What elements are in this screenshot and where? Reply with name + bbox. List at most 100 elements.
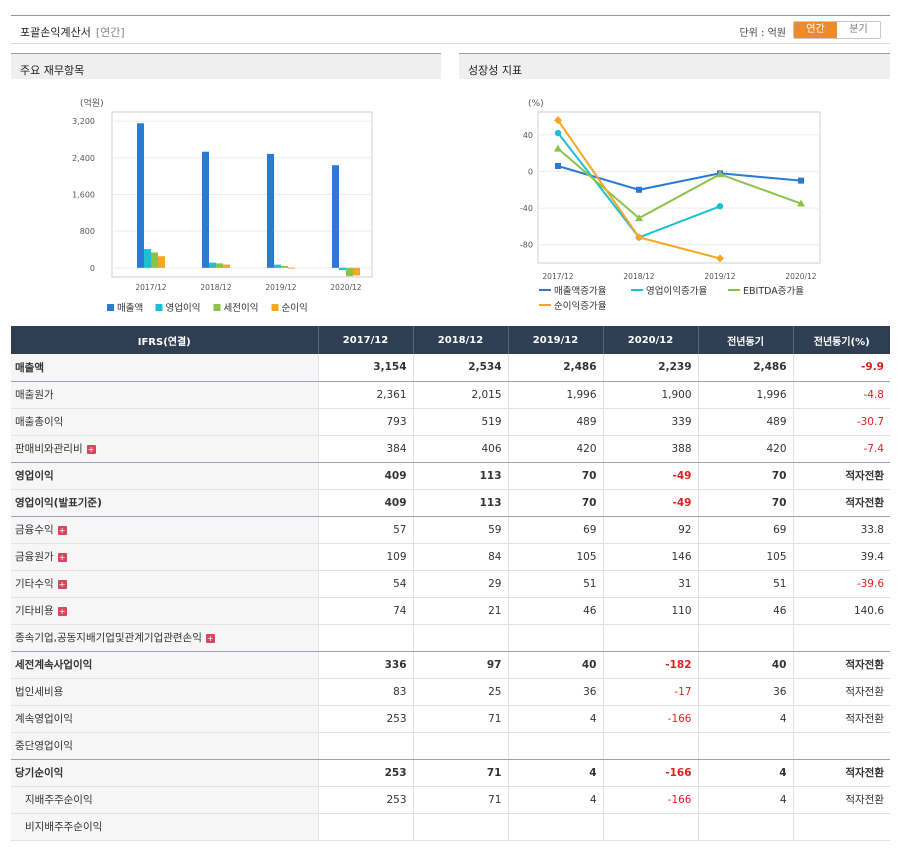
row-label: 법인세비용 bbox=[11, 678, 319, 706]
header-ifrs: IFRS(연결) bbox=[11, 326, 319, 354]
row-value: -166 bbox=[603, 759, 699, 787]
row-value bbox=[793, 624, 890, 652]
row-value: 409 bbox=[318, 462, 414, 490]
row-label-text: 기타수익 bbox=[15, 578, 54, 590]
row-value: 105 bbox=[698, 543, 794, 571]
table-row: 중단영업이익 bbox=[11, 732, 890, 760]
row-value: 69 bbox=[508, 516, 604, 544]
bar-legend-swatch bbox=[155, 304, 163, 311]
row-label: 금융원가 + bbox=[11, 543, 319, 571]
table-row: 금융원가 +109 84 105 146 105 39.4 bbox=[11, 543, 890, 571]
line-xtick-label: 2020/12 bbox=[785, 272, 816, 281]
row-value: 57 bbox=[318, 516, 414, 544]
bar-세전이익 bbox=[216, 263, 223, 268]
line-legend-label: 매출액증가율 bbox=[554, 285, 607, 297]
row-label: 매출총이익 bbox=[11, 408, 319, 436]
statement-title: 포괄손익계산서 [연간] bbox=[20, 24, 125, 40]
row-value: 36 bbox=[698, 678, 794, 706]
row-label: 종속기업,공동지배기업및관계기업관련손익 + bbox=[11, 624, 319, 652]
row-value: 적자전환 bbox=[793, 705, 890, 733]
row-label-text: 계속영업이익 bbox=[15, 713, 73, 725]
row-value: 1,996 bbox=[698, 381, 794, 409]
row-value bbox=[508, 813, 604, 841]
annual-tab[interactable]: 연간 bbox=[794, 22, 837, 38]
bar-legend-label: 영업이익 bbox=[166, 302, 201, 314]
row-label-text: 세전계속사업이익 bbox=[15, 659, 93, 671]
row-value: 적자전환 bbox=[793, 759, 890, 787]
row-value: 253 bbox=[318, 786, 414, 814]
row-label: 비지배주주순이익 bbox=[11, 813, 319, 841]
row-label-text: 당기순이익 bbox=[15, 767, 64, 779]
row-value: 489 bbox=[508, 408, 604, 436]
row-value: 1,900 bbox=[603, 381, 699, 409]
row-value: 4 bbox=[508, 786, 604, 814]
row-label-text: 지배주주순이익 bbox=[25, 794, 93, 806]
line-xtick-label: 2019/12 bbox=[704, 272, 735, 281]
row-value: 384 bbox=[318, 435, 414, 463]
row-value: 71 bbox=[413, 759, 509, 787]
row-value: 3,154 bbox=[318, 354, 414, 382]
row-value: -49 bbox=[603, 489, 699, 517]
row-value: 74 bbox=[318, 597, 414, 625]
row-value: 21 bbox=[413, 597, 509, 625]
point-순이익증가율 bbox=[716, 254, 724, 263]
growth-title: 성장성 지표 bbox=[459, 53, 890, 79]
row-value: -4.8 bbox=[793, 381, 890, 409]
expand-icon[interactable]: + bbox=[57, 606, 67, 616]
row-label: 영업이익 bbox=[11, 462, 319, 490]
row-value bbox=[698, 732, 794, 760]
row-label: 중단영업이익 bbox=[11, 732, 319, 760]
expand-icon[interactable]: + bbox=[57, 525, 67, 535]
row-value bbox=[508, 624, 604, 652]
row-value: 2,015 bbox=[413, 381, 509, 409]
expand-icon[interactable]: + bbox=[57, 579, 67, 589]
point-영업이익증가율 bbox=[554, 129, 562, 137]
expand-icon[interactable]: + bbox=[205, 633, 215, 643]
row-value: 적자전환 bbox=[793, 489, 890, 517]
bar-순이익 bbox=[158, 256, 165, 268]
table-header-row: IFRS(연결) 2017/12 2018/12 2019/12 2020/12… bbox=[11, 326, 890, 354]
table-row: 지배주주순이익 253 71 4 -166 4 적자전환 bbox=[11, 786, 890, 814]
row-label-text: 기타비용 bbox=[15, 605, 54, 617]
point-EBITDA증가율 bbox=[635, 214, 643, 222]
header-prev-period-pct: 전년동기(%) bbox=[793, 326, 890, 354]
row-value: 146 bbox=[603, 543, 699, 571]
table-row: 영업이익 409 113 70 -49 70 적자전환 bbox=[11, 462, 890, 490]
bar-영업이익 bbox=[209, 262, 216, 268]
table-row: 금융수익 +57 59 69 92 69 33.8 bbox=[11, 516, 890, 544]
table-row: 매출액 3,154 2,534 2,486 2,239 2,486 -9.9 bbox=[11, 354, 890, 382]
row-label-text: 매출총이익 bbox=[15, 416, 64, 428]
row-value bbox=[413, 624, 509, 652]
bar-legend-label: 매출액 bbox=[117, 302, 143, 314]
point-매출액증가율 bbox=[798, 177, 804, 184]
table-row: 기타비용 +74 21 46 110 46 140.6 bbox=[11, 597, 890, 625]
bar-legend-swatch bbox=[213, 304, 221, 311]
row-value: 253 bbox=[318, 705, 414, 733]
table-row: 매출총이익 793 519 489 339 489 -30.7 bbox=[11, 408, 890, 436]
period-toggle: 연간 분기 bbox=[793, 21, 881, 39]
line-legend-label: EBITDA증가율 bbox=[743, 286, 804, 297]
row-value bbox=[318, 813, 414, 841]
bar-unit-label: (억원) bbox=[80, 97, 104, 109]
row-value: 420 bbox=[698, 435, 794, 463]
row-label-text: 매출액 bbox=[15, 361, 44, 374]
row-value bbox=[698, 813, 794, 841]
bar-ytick-label: 1,600 bbox=[72, 191, 95, 200]
row-label: 매출원가 bbox=[11, 381, 319, 409]
table-row: 종속기업,공동지배기업및관계기업관련손익 + bbox=[11, 624, 890, 652]
row-label: 세전계속사업이익 bbox=[11, 651, 319, 679]
row-value: 2,361 bbox=[318, 381, 414, 409]
statement-title-text: 포괄손익계산서 bbox=[20, 26, 91, 39]
row-value: 793 bbox=[318, 408, 414, 436]
row-value: 2,486 bbox=[698, 354, 794, 382]
bar-세전이익 bbox=[346, 267, 353, 277]
row-value: 92 bbox=[603, 516, 699, 544]
bar-세전이익 bbox=[281, 266, 288, 268]
row-label: 매출액 bbox=[11, 354, 319, 382]
bar-xtick-label: 2019/12 bbox=[265, 283, 296, 292]
row-value: 4 bbox=[698, 705, 794, 733]
expand-icon[interactable]: + bbox=[86, 444, 96, 454]
quarter-tab[interactable]: 분기 bbox=[837, 22, 880, 38]
row-value: 51 bbox=[698, 570, 794, 598]
expand-icon[interactable]: + bbox=[57, 552, 67, 562]
